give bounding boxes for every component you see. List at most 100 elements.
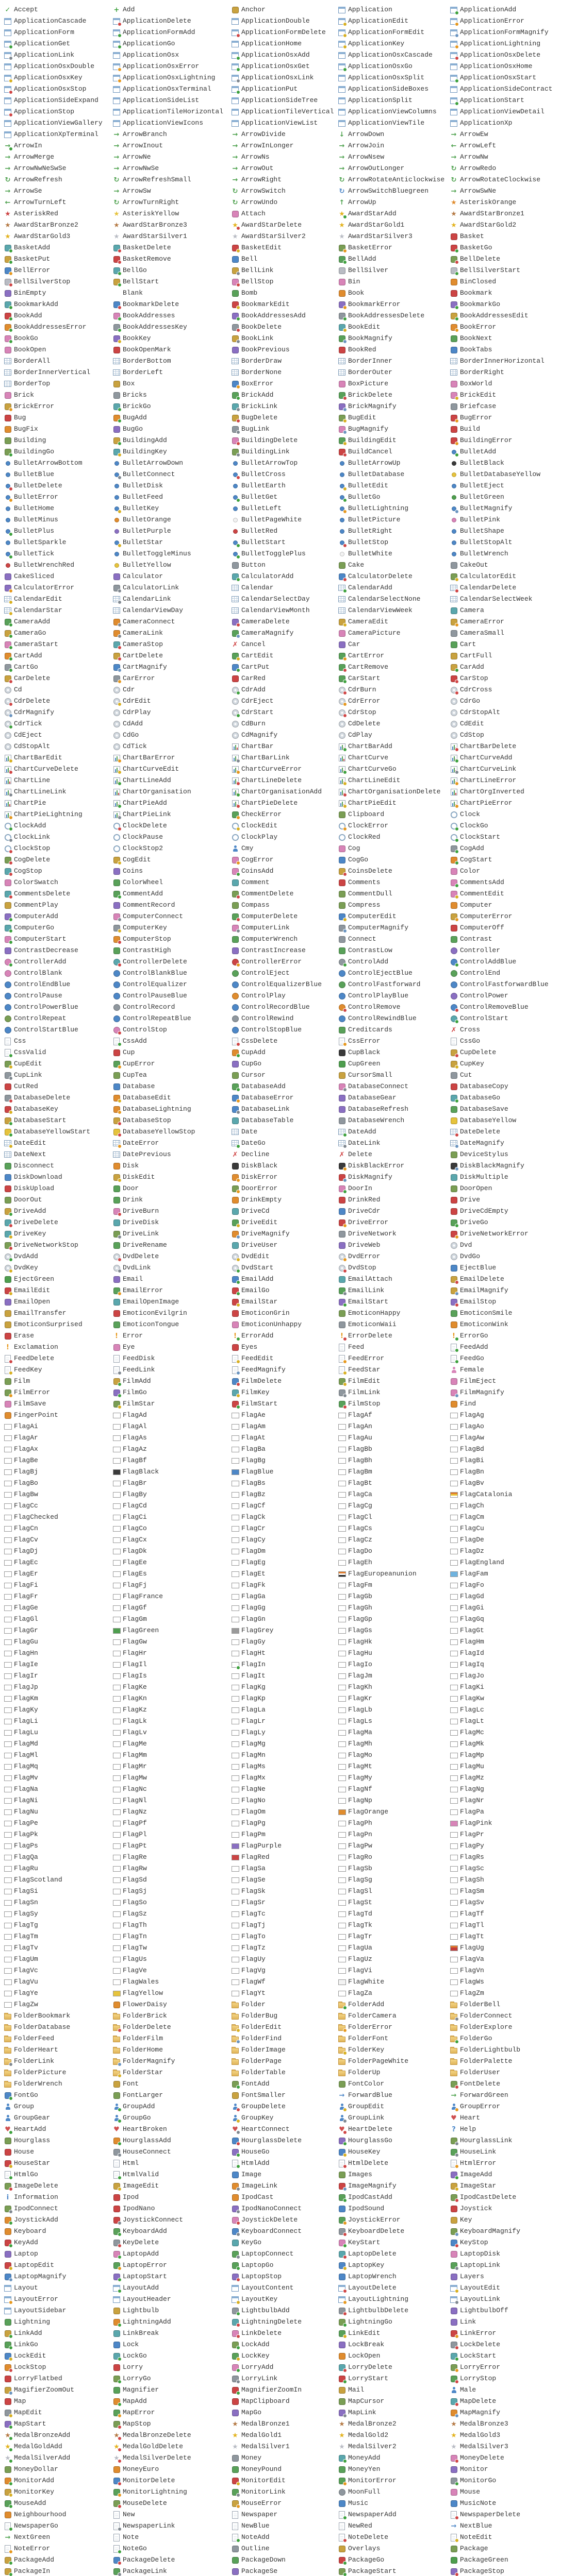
icon-label: ApplicationViewList: [241, 119, 318, 127]
icon-item: ApplicationOsxError: [112, 61, 231, 72]
icon-item: DateDelete: [450, 1126, 577, 1138]
money-pound-icon: [231, 2465, 239, 2473]
icon-item: CdTick: [112, 741, 231, 752]
flag-bj-icon: [4, 1468, 12, 1476]
icon-item: FlagEs: [112, 1568, 231, 1580]
book-open-icon: [4, 346, 12, 354]
icon-item: DatabaseYellowStart: [4, 1126, 112, 1138]
icon-item: FlagKy: [4, 1704, 112, 1716]
icon-label: MedalGoldAdd: [14, 2443, 62, 2450]
icon-label: DatabaseGo: [460, 1094, 501, 1101]
icon-label: FlagLb: [348, 1706, 372, 1714]
newspaper-delete-icon: [450, 2511, 459, 2520]
icon-item: DateEdit: [4, 1138, 112, 1149]
icon-item: FolderBug: [231, 2010, 338, 2022]
flag-lc-icon: [450, 1706, 458, 1714]
icon-item: BulletHome: [4, 503, 112, 514]
icon-label: GroupError: [460, 2103, 501, 2110]
icon-item: FolderUp: [338, 2067, 450, 2078]
image-icon: [231, 2171, 239, 2179]
icon-label: ChartCurve: [348, 754, 389, 761]
icon-label: FlagQa: [14, 1853, 38, 1861]
icon-item: New: [112, 2509, 231, 2520]
icon-label: ChartPieDelete: [241, 799, 298, 807]
email-star-icon: [231, 1298, 240, 1307]
icon-label: DatabaseEdit: [123, 1094, 171, 1101]
map-start-icon: [4, 2420, 13, 2429]
icon-item: HouseLink: [450, 2146, 577, 2158]
icon-label: FlagPf: [123, 1819, 147, 1827]
icon-label: ChartOrganisationAdd: [241, 788, 322, 795]
border-draw-icon: [231, 357, 239, 365]
flag-af-icon: [338, 1411, 346, 1419]
icon-item: FeedDisk: [112, 1353, 231, 1364]
icon-item: CupLink: [4, 1070, 112, 1081]
flag-rs-icon: [450, 1853, 458, 1861]
icon-item: FlagLr: [231, 1716, 338, 1727]
icon-item: Joystick: [450, 2203, 577, 2214]
flag-al-icon: [112, 1422, 121, 1431]
icon-label: DriveGo: [460, 1218, 488, 1226]
icon-label: DatabaseLink: [241, 1105, 290, 1113]
icon-label: Bell: [241, 255, 258, 263]
icon-item: MonitorGo: [450, 2475, 577, 2486]
book-red-icon: [338, 346, 346, 354]
icon-label: FlagPh: [348, 1819, 372, 1827]
chart-curve-icon: [338, 754, 346, 762]
flag-mv-icon: [4, 1774, 12, 1782]
icon-label: FeedMagnify: [241, 1366, 286, 1374]
icon-item: FlagGe: [4, 1602, 112, 1614]
map-edit-icon: [4, 2409, 13, 2418]
layout-error-icon: [4, 2295, 13, 2304]
icon-label: FolderKey: [348, 2046, 385, 2054]
icon-item: FlagGi: [450, 1602, 577, 1614]
application-error-icon: [450, 17, 459, 26]
color-icon: [450, 867, 458, 875]
icon-item: Compress: [338, 900, 450, 911]
icon-item: DateGo: [231, 1138, 338, 1149]
icon-item: FolderLightbulb: [450, 2044, 577, 2056]
icon-item: Lorry: [112, 2362, 231, 2373]
icon-label: FlagWhite: [348, 1978, 385, 1986]
icon-label: ApplicationFormDelete: [241, 28, 326, 36]
icon-label: FilmStart: [241, 1400, 278, 1408]
icon-label: CalendarSelectNone: [348, 595, 421, 603]
icon-item: ★ AwardStarGold2: [450, 219, 577, 231]
icon-label: BulletGet: [241, 493, 278, 501]
icon-label: PackageDown: [241, 2556, 286, 2564]
icon-label: FlagWales: [123, 1978, 159, 1986]
icon-item: ★ AwardStarBronze2: [4, 219, 112, 231]
flag-cs-icon: [338, 1524, 346, 1533]
flag-ug-icon: [450, 1944, 458, 1952]
disk-icon: [112, 1162, 121, 1170]
map-stop-icon: [112, 2420, 122, 2429]
icon-label: LinkDelete: [241, 2329, 282, 2337]
icon-label: Compress: [348, 901, 381, 909]
icon-label: ArrowNe: [123, 153, 151, 161]
icon-label: Bomb: [241, 289, 258, 297]
icon-item: FlagFm: [338, 1580, 450, 1591]
icon-label: ApplicationGo: [123, 40, 175, 47]
icon-label: LinkError: [460, 2329, 497, 2337]
icon-item: CameraDelete: [231, 616, 338, 628]
icon-item: CartError: [338, 650, 450, 662]
css-add-icon: [112, 1037, 122, 1046]
application-view-list-icon: [231, 119, 239, 127]
icon-label: FlagHm: [460, 1638, 484, 1646]
icon-label: ApplicationOsxAdd: [241, 51, 310, 59]
drink-icon: [112, 1196, 121, 1204]
icon-item: FlagNo: [231, 1795, 338, 1806]
icon-item: EmoticonTongue: [112, 1319, 231, 1330]
icon-item: FlagBj: [4, 1466, 112, 1478]
build-cancel-icon: [338, 448, 347, 457]
flag-bv-icon: [450, 1479, 458, 1487]
icon-item: EmoticonGrin: [231, 1308, 338, 1319]
icon-label: FlagTv: [14, 1944, 38, 1952]
icon-label: LockGo: [123, 2352, 147, 2360]
icon-item: FlagTn: [112, 1931, 231, 1942]
icon-label: CssAdd: [123, 1037, 147, 1045]
icon-item: DatabaseRefresh: [338, 1104, 450, 1115]
icon-item: BrickDelete: [338, 389, 450, 401]
flag-no-icon: [231, 1797, 239, 1805]
icon-label: ComputerError: [460, 912, 513, 920]
